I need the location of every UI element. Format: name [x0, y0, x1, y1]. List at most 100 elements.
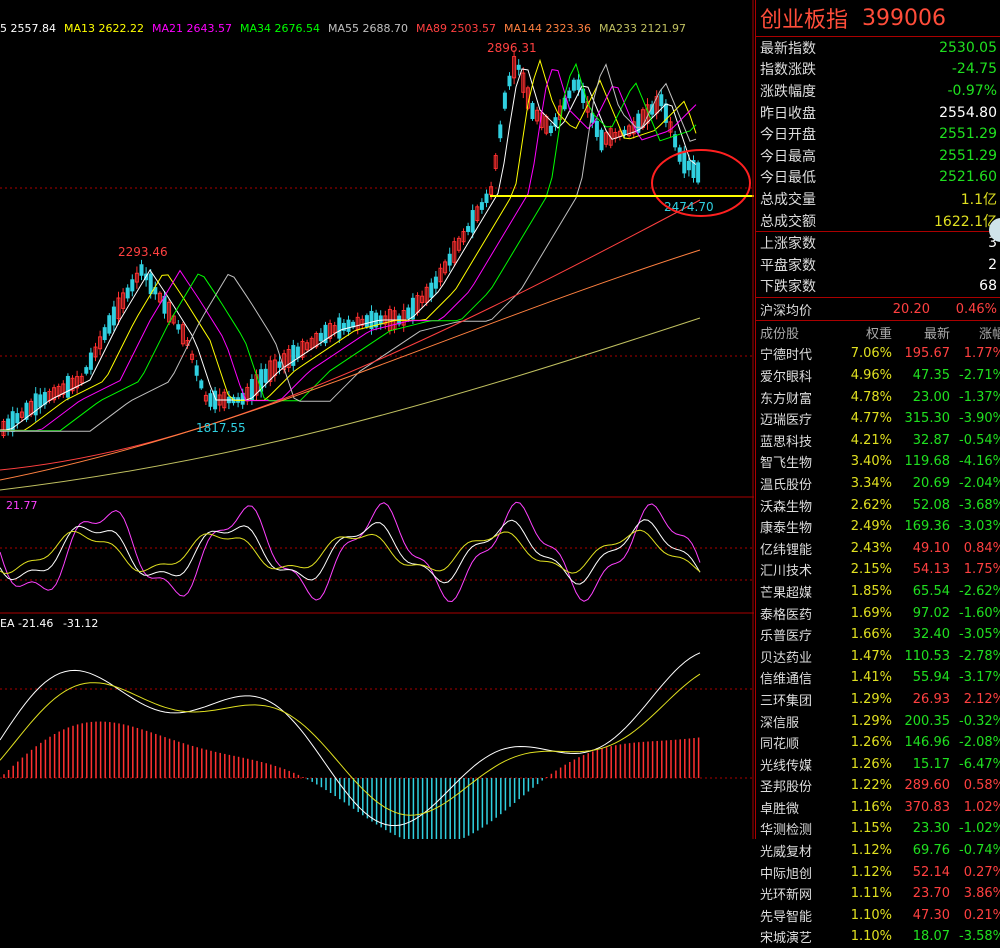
stock-row[interactable]: 康泰生物 2.49% 169.36 -3.03%	[756, 516, 1000, 538]
candle-body	[38, 394, 43, 408]
kline-chart-area[interactable]: 2896.31 2293.46 1817.55 2474.70 5 2557.84 MA…	[0, 0, 754, 839]
quote-row: 指数涨跌 -24.75	[756, 59, 1000, 81]
candle-body	[98, 336, 103, 350]
candle-body	[461, 231, 466, 243]
macd-dea-line	[0, 673, 701, 816]
stock-row[interactable]: 光威复材 1.12% 69.76 -0.74%	[756, 840, 1000, 862]
col-price[interactable]: 最新	[923, 326, 950, 342]
price-chart-svg[interactable]: 2896.31 2293.46 1817.55 2474.70	[0, 0, 754, 839]
candle-body	[686, 160, 691, 171]
candle-body	[507, 75, 512, 87]
col-weight[interactable]: 权重	[865, 326, 892, 342]
stock-row[interactable]: 汇川技术 2.15% 54.13 1.75%	[756, 559, 1000, 581]
candle-body	[61, 383, 66, 395]
col-stock[interactable]: 成份股	[760, 326, 800, 342]
candle-body	[443, 261, 448, 274]
candle-body	[677, 147, 682, 162]
candle-body	[323, 324, 328, 344]
stock-weight: 4.78%	[850, 389, 892, 405]
candle-body	[291, 345, 296, 366]
stock-row[interactable]: 芒果超媒 1.85% 65.54 -2.62%	[756, 581, 1000, 603]
candle-body	[190, 353, 195, 360]
stock-row[interactable]: 华测检测 1.15% 23.30 -1.02%	[756, 818, 1000, 840]
stock-weight: 2.43%	[850, 540, 892, 556]
candle-body	[682, 150, 687, 174]
moving-average-legend: 5 2557.84 MA13 2622.22 MA21 2643.57 MA34 26…	[0, 22, 694, 40]
candle-body	[263, 368, 268, 383]
stock-weight: 1.22%	[850, 778, 892, 794]
quote-row: 昨日收盘 2554.80	[756, 102, 1000, 124]
stock-row[interactable]: 乐普医疗 1.66% 32.40 -3.05%	[756, 624, 1000, 646]
index-code: 399006	[862, 5, 946, 31]
candle-body	[535, 109, 540, 122]
stock-name: 乐普医疗	[760, 629, 813, 645]
stock-row[interactable]: 光环新网 1.11% 23.70 3.86%	[756, 883, 1000, 905]
stock-row[interactable]: 宋城演艺 1.10% 18.07 -3.58%	[756, 926, 1000, 948]
candle-body	[438, 267, 443, 283]
stock-change: -3.03%	[959, 519, 1000, 535]
stock-name: 汇川技术	[760, 564, 813, 580]
col-change[interactable]: 涨幅	[978, 326, 1000, 342]
stock-name: 智飞生物	[760, 456, 813, 472]
stock-weight: 1.29%	[850, 713, 892, 729]
stock-weight: 1.66%	[850, 627, 892, 643]
quote-value: -24.75	[951, 61, 997, 78]
breadth-label: 平盘家数	[760, 257, 816, 274]
stock-change: -3.05%	[959, 627, 1000, 643]
stock-row[interactable]: 迈瑞医疗 4.77% 315.30 -3.90%	[756, 408, 1000, 430]
stock-name: 迈瑞医疗	[760, 413, 813, 429]
stock-weight: 1.85%	[850, 583, 892, 599]
stock-row[interactable]: 同花顺 1.26% 146.96 -2.08%	[756, 732, 1000, 754]
stock-price: 23.70	[912, 886, 950, 902]
breadth-value: 68	[979, 278, 997, 295]
stock-row[interactable]: 深信服 1.29% 200.35 -0.32%	[756, 710, 1000, 732]
stock-weight: 4.96%	[850, 368, 892, 384]
candle-body	[116, 297, 121, 320]
stock-weight: 1.26%	[850, 756, 892, 772]
stock-row[interactable]: 蓝思科技 4.21% 32.87 -0.54%	[756, 430, 1000, 452]
stock-row[interactable]: 爱尔眼科 4.96% 47.35 -2.71%	[756, 365, 1000, 387]
stock-row[interactable]: 沃森生物 2.62% 52.08 -3.68%	[756, 494, 1000, 516]
stock-row[interactable]: 光线传媒 1.26% 15.17 -6.47%	[756, 753, 1000, 775]
scroll-handle[interactable]	[989, 218, 1000, 242]
stock-price: 32.87	[912, 432, 950, 448]
stock-weight: 1.41%	[850, 670, 892, 686]
ma-legend-item: MA233 2121.97	[598, 22, 686, 35]
candle-body	[512, 56, 517, 79]
stock-row[interactable]: 智飞生物 3.40% 119.68 -4.16%	[756, 451, 1000, 473]
candle-body	[341, 322, 346, 331]
stock-change: 0.84%	[963, 540, 1000, 556]
candle-body	[530, 102, 535, 120]
stock-change: 0.58%	[963, 778, 1000, 794]
stock-price: 52.14	[912, 864, 950, 880]
macd-value: -31.12	[62, 617, 99, 630]
constituents-header[interactable]: 成份股 权重 最新 涨幅	[756, 321, 1000, 343]
candle-body	[337, 317, 342, 339]
stock-row[interactable]: 东方财富 4.78% 23.00 -1.37%	[756, 386, 1000, 408]
stock-price: 47.35	[912, 368, 950, 384]
quote-row: 最新指数 2530.05	[756, 37, 1000, 59]
stock-row[interactable]: 先导智能 1.10% 47.30 0.21%	[756, 905, 1000, 927]
stock-row[interactable]: 贝达药业 1.47% 110.53 -2.78%	[756, 645, 1000, 667]
stock-name: 温氏股份	[760, 477, 813, 493]
stock-row[interactable]: 亿纬锂能 2.43% 49.10 0.84%	[756, 537, 1000, 559]
stock-weight: 1.11%	[850, 886, 892, 902]
breadth-row: 平盘家数 2	[756, 254, 1000, 276]
ma-legend-item: MA55 2688.70	[327, 22, 408, 35]
stock-row[interactable]: 圣邦股份 1.22% 289.60 0.58%	[756, 775, 1000, 797]
stock-row[interactable]: 信维通信 1.41% 55.94 -3.17%	[756, 667, 1000, 689]
candle-body	[24, 402, 29, 420]
stock-row[interactable]: 温氏股份 3.34% 20.69 -2.04%	[756, 473, 1000, 495]
stock-row[interactable]: 中际旭创 1.12% 52.14 0.27%	[756, 861, 1000, 883]
stock-row[interactable]: 三环集团 1.29% 26.93 2.12%	[756, 689, 1000, 711]
candle-body	[130, 279, 135, 292]
stock-name: 卓胜微	[760, 801, 800, 817]
stock-name: 蓝思科技	[760, 434, 813, 450]
candle-body	[479, 202, 484, 210]
stock-row[interactable]: 宁德时代 7.06% 195.67 1.77%	[756, 343, 1000, 365]
stock-row[interactable]: 卓胜微 1.16% 370.83 1.02%	[756, 797, 1000, 819]
stock-price: 169.36	[904, 519, 951, 535]
breadth-row: 下跌家数 68	[756, 276, 1000, 298]
candle-body	[33, 393, 38, 416]
stock-row[interactable]: 泰格医药 1.69% 97.02 -1.60%	[756, 602, 1000, 624]
